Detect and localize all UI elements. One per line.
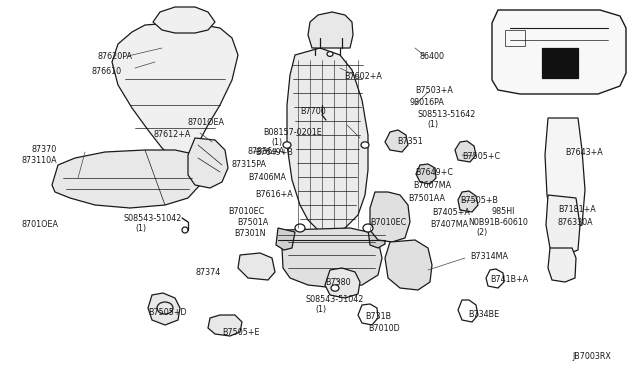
Polygon shape [458,300,478,322]
Polygon shape [455,141,476,162]
Ellipse shape [363,224,373,232]
Polygon shape [282,228,382,288]
Text: B7503+A: B7503+A [415,86,453,95]
Text: B7602+A: B7602+A [344,72,382,81]
Text: 87612+A: 87612+A [153,130,190,139]
Polygon shape [358,304,378,325]
Text: B7505+B: B7505+B [460,196,498,205]
Text: B7010EC: B7010EC [370,218,406,227]
Text: (1): (1) [271,138,282,147]
Text: B734BE: B734BE [468,310,499,319]
Text: B7649+C: B7649+C [415,168,453,177]
Polygon shape [208,315,242,336]
Text: 876330A: 876330A [558,218,594,227]
Ellipse shape [182,227,188,233]
Text: B7505+D: B7505+D [148,308,187,317]
Bar [505,30,525,46]
Text: B7407MA: B7407MA [430,220,468,229]
Text: (1): (1) [135,224,146,233]
Polygon shape [112,22,238,165]
Text: B7616+A: B7616+A [255,190,292,199]
Text: B7314MA: B7314MA [470,252,508,261]
Polygon shape [308,12,353,48]
Text: 87370: 87370 [31,145,56,154]
Text: (1): (1) [427,120,438,129]
Text: 87315PA: 87315PA [232,160,267,169]
Text: B7380: B7380 [325,278,351,287]
Text: 873110A: 873110A [22,156,58,165]
Text: B7010D: B7010D [368,324,400,333]
Polygon shape [548,248,576,282]
Text: B7010EC: B7010EC [228,207,264,216]
Text: 87836+A: 87836+A [248,147,285,156]
Polygon shape [287,48,368,232]
Text: B7406MA: B7406MA [248,173,286,182]
Polygon shape [238,253,275,280]
Polygon shape [188,138,228,188]
Polygon shape [486,269,504,288]
Polygon shape [368,228,385,248]
Text: 87374: 87374 [196,268,221,277]
Text: (1): (1) [315,305,326,314]
Text: S08543-51042: S08543-51042 [306,295,364,304]
Text: B7501AA: B7501AA [408,194,445,203]
Text: 876610: 876610 [91,67,121,76]
Text: B7181+A: B7181+A [558,205,596,214]
Text: 8701OEA: 8701OEA [22,220,59,229]
Polygon shape [416,164,436,184]
Ellipse shape [283,142,291,148]
Polygon shape [458,191,478,212]
Ellipse shape [327,52,333,57]
Text: S08543-51042: S08543-51042 [123,214,181,223]
Ellipse shape [361,142,369,148]
Ellipse shape [157,302,173,314]
Text: 87620PA: 87620PA [97,52,132,61]
Text: B7501A: B7501A [237,218,268,227]
Text: B731B: B731B [365,312,391,321]
Polygon shape [385,130,408,152]
Text: B7301N: B7301N [234,229,266,238]
Text: 8701OEA: 8701OEA [187,118,224,127]
Text: B7700: B7700 [300,107,326,116]
Polygon shape [153,7,215,33]
Bar [542,48,578,78]
Text: 985HI: 985HI [492,207,515,216]
Polygon shape [546,195,580,255]
Polygon shape [148,293,180,325]
Polygon shape [52,150,205,208]
Text: B7607MA: B7607MA [413,181,451,190]
Text: B7505+C: B7505+C [462,152,500,161]
Text: N0B91B-60610: N0B91B-60610 [468,218,528,227]
Text: B7351: B7351 [397,137,423,146]
Polygon shape [325,268,360,298]
Text: B7643+A: B7643+A [565,148,603,157]
Polygon shape [545,118,585,230]
Text: 86400: 86400 [420,52,445,61]
Text: JB7003RX: JB7003RX [572,352,611,361]
Text: 98016PA: 98016PA [410,98,445,107]
Polygon shape [276,228,295,250]
Text: (2): (2) [476,228,487,237]
Ellipse shape [331,285,339,291]
Text: B7405+A: B7405+A [432,208,470,217]
Polygon shape [492,10,626,94]
Text: B741B+A: B741B+A [490,275,528,284]
Text: B7649+B: B7649+B [255,148,293,157]
Polygon shape [385,240,432,290]
Text: S08513-51642: S08513-51642 [418,110,476,119]
Polygon shape [370,192,410,242]
Ellipse shape [295,224,305,232]
Text: B08157-0201E: B08157-0201E [263,128,322,137]
Text: B7505+E: B7505+E [222,328,259,337]
